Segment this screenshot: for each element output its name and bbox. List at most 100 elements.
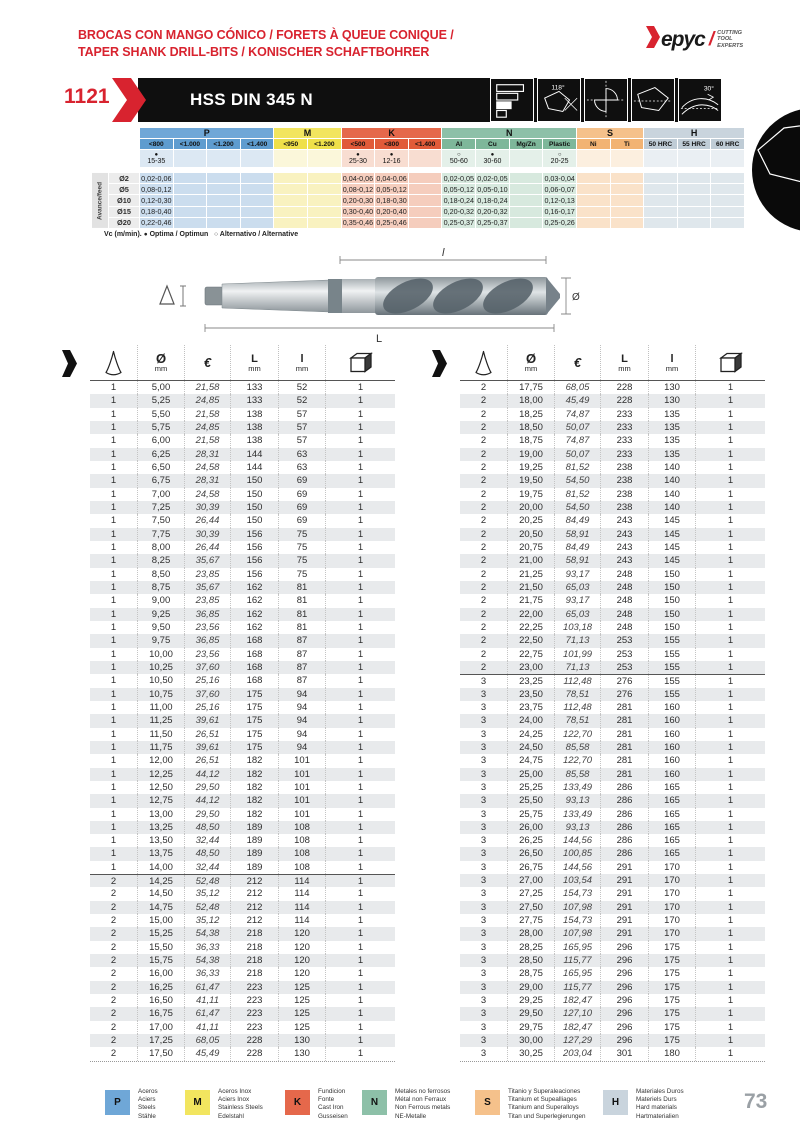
cell-diameter: 28,00	[507, 927, 554, 941]
cell-flute-length: 140	[648, 500, 695, 515]
cell-length: 248	[600, 594, 648, 608]
cell-length: 133	[230, 394, 278, 408]
cell-price: 65,03	[554, 580, 600, 595]
cell-length: 228	[600, 394, 648, 408]
speed-vc-cell	[408, 150, 442, 167]
note-prefix: Vc (m/min).	[104, 231, 142, 238]
cell-length: 228	[600, 381, 648, 395]
legend-label-line: Stainless Steels	[218, 1104, 263, 1112]
cell-price: 144,56	[554, 834, 600, 848]
feed-value-cell: 0,02-0,05	[442, 173, 476, 184]
cell-flute-length: 75	[278, 527, 325, 541]
cell-length: 162	[230, 580, 278, 595]
helix-angle-icon: 30°	[678, 78, 722, 122]
cell-cone: 3	[480, 1035, 487, 1047]
cell-pack-qty: 1	[695, 900, 765, 915]
cell-cone: 1	[110, 608, 117, 620]
cell-diameter: 28,50	[507, 954, 554, 968]
cell-cone: 1	[110, 461, 117, 473]
cell-price: 21,58	[184, 381, 230, 395]
catalog-row: 3 24,00 78,51 281 160 1	[460, 714, 765, 728]
cell-pack-qty: 1	[325, 407, 395, 421]
brand-name: epyc	[661, 27, 706, 51]
catalog-row: 1 7,75 30,39 156 75 1	[90, 527, 395, 541]
feed-value-cell	[711, 184, 744, 195]
catalog-row: 2 17,75 68,05 228 130 1	[460, 381, 765, 395]
cell-price: 26,51	[184, 727, 230, 741]
cell-length: 286	[600, 807, 648, 821]
cell-cone: 1	[110, 501, 117, 513]
cell-diameter: 7,75	[137, 527, 184, 541]
cell-price: 45,49	[184, 1047, 230, 1061]
cell-price: 25,16	[184, 700, 230, 715]
cell-price: 78,51	[554, 687, 600, 701]
cell-price: 74,87	[554, 434, 600, 448]
legend-label-line: Titanium and Superalloys	[508, 1104, 579, 1112]
cell-cone: 3	[480, 676, 487, 688]
cell-pack-qty: 1	[325, 727, 395, 741]
cell-pack-qty: 1	[695, 394, 765, 408]
cell-cone: 2	[480, 461, 487, 473]
catalog-row: 2 21,75 93,17 248 150 1	[460, 594, 765, 608]
cell-cone: 1	[110, 408, 117, 420]
column-pack	[695, 345, 765, 380]
cell-length: 212	[230, 875, 278, 888]
cell-pack-qty: 1	[695, 834, 765, 848]
speed-vc-cell: ○ 20-25	[543, 150, 576, 167]
feed-axis-label: Avance/feed	[92, 173, 108, 228]
vc-value: 30-60	[483, 157, 502, 165]
cell-pack-qty: 1	[325, 527, 395, 541]
cell-pack-qty: 1	[325, 887, 395, 901]
price-symbol: €	[203, 354, 212, 370]
cell-diameter: 29,25	[507, 994, 554, 1008]
cell-diameter: 27,00	[507, 874, 554, 888]
cell-price: 44,12	[184, 767, 230, 781]
cell-length: 182	[230, 780, 278, 795]
cell-flute-length: 94	[278, 714, 325, 728]
cell-cone: 2	[480, 448, 487, 460]
cell-price: 93,13	[554, 794, 600, 808]
vc-value: 15-35	[147, 157, 166, 165]
cell-price: 41,11	[184, 994, 230, 1008]
feed-value-cell: 0,25-0,37	[476, 217, 509, 228]
cell-cone: 2	[480, 635, 487, 647]
speed-subcol: <500	[341, 139, 375, 149]
cell-diameter: 25,00	[507, 767, 554, 781]
feed-value-cell	[408, 195, 442, 206]
cell-diameter: 5,00	[137, 381, 184, 395]
cell-diameter: 27,50	[507, 900, 554, 915]
catalog-table-left: Ø mm € L mm l mm 1 5,00 21,58 13	[60, 345, 395, 1062]
cell-diameter: 16,25	[137, 980, 184, 995]
cell-pack-qty: 1	[695, 740, 765, 755]
feed-row-label: Ø2	[109, 173, 139, 184]
brand-logo: epyc / CUTTING TOOL EXPERTS	[646, 26, 743, 53]
cell-diameter: 11,25	[137, 714, 184, 728]
catalog-row: 3 29,75 182,47 296 175 1	[460, 1020, 765, 1035]
svg-text:118°: 118°	[551, 84, 565, 92]
cell-flute-length: 130	[648, 394, 695, 408]
cell-price: 74,87	[554, 407, 600, 421]
column-pack	[325, 345, 395, 380]
catalog-row: 2 14,25 52,48 212 114 1	[90, 874, 395, 888]
cell-pack-qty: 1	[325, 500, 395, 515]
cell-flute-length: 101	[278, 767, 325, 781]
cell-diameter: 21,75	[507, 594, 554, 608]
cell-length: 218	[230, 927, 278, 941]
cell-price: 28,31	[184, 474, 230, 488]
cell-cone: 1	[110, 648, 117, 660]
cell-price: 45,49	[554, 394, 600, 408]
cell-length: 168	[230, 647, 278, 661]
catalog-row: 1 12,25 44,12 182 101 1	[90, 767, 395, 781]
cell-flute-length: 155	[648, 660, 695, 675]
cell-cone: 3	[480, 808, 487, 820]
speed-subcol: Al	[442, 139, 476, 149]
cell-pack-qty: 1	[325, 740, 395, 755]
cell-cone: 2	[110, 995, 117, 1007]
cell-pack-qty: 1	[695, 447, 765, 461]
feed-value-cell	[610, 184, 644, 195]
cell-cone: 3	[480, 781, 487, 793]
cell-diameter: 28,75	[507, 967, 554, 981]
feed-value-cell: 0,05-0,12	[442, 184, 476, 195]
cell-cone: 2	[480, 421, 487, 433]
cell-flute-length: 120	[278, 967, 325, 981]
